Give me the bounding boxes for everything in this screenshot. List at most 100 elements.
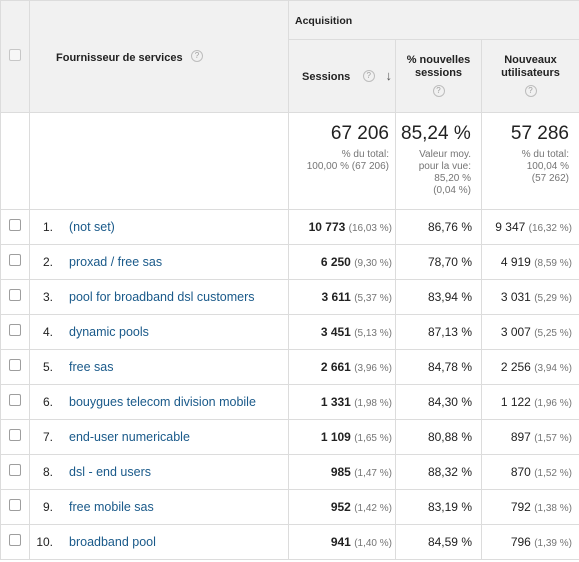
row-checkbox[interactable] — [9, 499, 21, 511]
table-row: 10. broadband pool 941 (1,40 %) 84,59 % 796 … — [0, 524, 579, 560]
table-row: 9. free mobile sas 952 (1,42 %) 83,19 % 792 … — [0, 489, 579, 525]
table-row: 3. pool for broadband dsl customers 3 611 … — [0, 279, 579, 315]
dimension-cell: 7. end-user numericable — [29, 419, 289, 455]
table-row: 4. dynamic pools 3 451 (5,13 %) 87,13 % 3 00… — [0, 314, 579, 350]
new-users-value: 1 122 — [500, 395, 531, 409]
table-row: 5. free sas 2 661 (3,96 %) 84,78 % 2 256 (3,… — [0, 349, 579, 385]
row-number: 5. — [42, 360, 53, 374]
table-row: 1. (not set) 10 773 (16,03 %) 86,76 % 9 347 … — [0, 209, 579, 245]
row-checkbox-cell — [0, 419, 30, 455]
row-checkbox-cell — [0, 244, 30, 280]
new-sessions-cell: 83,94 % — [395, 279, 482, 315]
row-checkbox[interactable] — [9, 324, 21, 336]
row-checkbox[interactable] — [9, 394, 21, 406]
new-users-percent: (1,38 %) — [534, 503, 572, 514]
sessions-cell: 10 773 (16,03 %) — [288, 209, 396, 245]
new-users-total-caption: 100,04 % — [526, 161, 569, 172]
sessions-percent: (3,96 %) — [354, 363, 392, 374]
sessions-percent: (1,40 %) — [354, 538, 392, 549]
new-users-percent: (1,96 %) — [534, 398, 572, 409]
sessions-cell: 6 250 (9,30 %) — [288, 244, 396, 280]
sessions-percent: (5,37 %) — [354, 293, 392, 304]
new-users-percent: (1,39 %) — [534, 538, 572, 549]
acquisition-group-header: Acquisition — [288, 0, 579, 40]
sessions-value: 952 — [330, 500, 351, 514]
sort-descending-icon[interactable]: ↓ — [385, 68, 393, 83]
new-sessions-cell: 86,76 % — [395, 209, 482, 245]
row-checkbox-cell — [0, 314, 30, 350]
provider-link[interactable]: proxad / free sas — [69, 255, 163, 269]
provider-link[interactable]: free sas — [69, 360, 114, 374]
sessions-percent: (1,42 %) — [354, 503, 392, 514]
new-sessions-cell: 80,88 % — [395, 419, 482, 455]
new-sessions-cell: 78,70 % — [395, 244, 482, 280]
help-icon[interactable]: ? — [362, 69, 375, 82]
new-users-column-header[interactable]: Nouveaux utilisateurs ? — [481, 39, 579, 113]
new-users-value: 792 — [510, 500, 531, 514]
row-checkbox[interactable] — [9, 254, 21, 266]
new-sessions-total-caption: 85,20 % — [434, 173, 471, 184]
select-all-checkbox[interactable] — [9, 48, 21, 61]
new-sessions-column-header[interactable]: % nouvelles sessions ? — [395, 39, 482, 113]
new-users-cell: 796 (1,39 %) — [481, 524, 579, 560]
dimension-cell: 5. free sas — [29, 349, 289, 385]
help-icon[interactable]: ? — [524, 84, 537, 97]
provider-link[interactable]: dynamic pools — [69, 325, 149, 339]
provider-link[interactable]: dsl - end users — [69, 465, 151, 479]
row-checkbox-cell — [0, 454, 30, 490]
dimension-cell: 6. bouygues telecom division mobile — [29, 384, 289, 420]
provider-link[interactable]: pool for broadband dsl customers — [69, 290, 255, 304]
row-checkbox[interactable] — [9, 429, 21, 441]
row-number: 4. — [42, 325, 53, 339]
new-users-value: 3 007 — [500, 325, 531, 339]
sessions-cell: 952 (1,42 %) — [288, 489, 396, 525]
provider-link[interactable]: broadband pool — [69, 535, 156, 549]
row-checkbox[interactable] — [9, 359, 21, 371]
sessions-value: 3 611 — [321, 290, 351, 304]
new-users-percent: (5,25 %) — [534, 328, 572, 339]
row-checkbox[interactable] — [9, 534, 21, 546]
sessions-cell: 941 (1,40 %) — [288, 524, 396, 560]
row-checkbox[interactable] — [9, 289, 21, 301]
new-sessions-cell: 87,13 % — [395, 314, 482, 350]
new-users-percent: (5,29 %) — [534, 293, 572, 304]
new-users-cell: 4 919 (8,59 %) — [481, 244, 579, 280]
row-checkbox[interactable] — [9, 464, 21, 476]
new-users-value: 870 — [510, 465, 531, 479]
sessions-percent: (1,65 %) — [354, 433, 392, 444]
provider-link[interactable]: end-user numericable — [69, 430, 190, 444]
row-checkbox-cell — [0, 489, 30, 525]
sessions-value: 985 — [330, 465, 351, 479]
dimension-header[interactable]: Fournisseur de services ? — [29, 0, 289, 113]
sessions-cell: 3 611 (5,37 %) — [288, 279, 396, 315]
new-users-value: 796 — [510, 535, 531, 549]
sessions-total-caption: 100,00 % (67 206) — [306, 161, 389, 172]
new-users-cell: 2 256 (3,94 %) — [481, 349, 579, 385]
help-icon[interactable]: ? — [191, 50, 204, 63]
new-users-total-caption: (57 262) — [531, 173, 569, 184]
table-row: 7. end-user numericable 1 109 (1,65 %) 80,8… — [0, 419, 579, 455]
dimension-cell: 2. proxad / free sas — [29, 244, 289, 280]
sessions-value: 1 109 — [320, 430, 351, 444]
sessions-cell: 1 331 (1,98 %) — [288, 384, 396, 420]
select-all-cell — [0, 0, 30, 113]
new-users-cell: 1 122 (1,96 %) — [481, 384, 579, 420]
dimension-label: Fournisseur de services — [56, 51, 183, 64]
sessions-percent: (1,98 %) — [354, 398, 392, 409]
row-number: 2. — [42, 255, 53, 269]
table-row: 6. bouygues telecom division mobile 1 331 … — [0, 384, 579, 420]
dimension-cell: 9. free mobile sas — [29, 489, 289, 525]
row-checkbox-cell — [0, 524, 30, 560]
provider-link[interactable]: free mobile sas — [69, 500, 154, 514]
sessions-cell: 1 109 (1,65 %) — [288, 419, 396, 455]
help-icon[interactable]: ? — [432, 84, 445, 97]
dimension-cell: 8. dsl - end users — [29, 454, 289, 490]
provider-link[interactable]: bouygues telecom division mobile — [69, 395, 256, 409]
sessions-column-header[interactable]: Sessions ? ↓ — [288, 39, 396, 113]
row-checkbox[interactable] — [9, 219, 21, 231]
new-users-total: 57 286 % du total: 100,04 % (57 262) — [481, 112, 579, 210]
new-sessions-cell: 83,19 % — [395, 489, 482, 525]
table-row: 2. proxad / free sas 6 250 (9,30 %) 78,70 %… — [0, 244, 579, 280]
provider-link[interactable]: (not set) — [69, 220, 115, 234]
